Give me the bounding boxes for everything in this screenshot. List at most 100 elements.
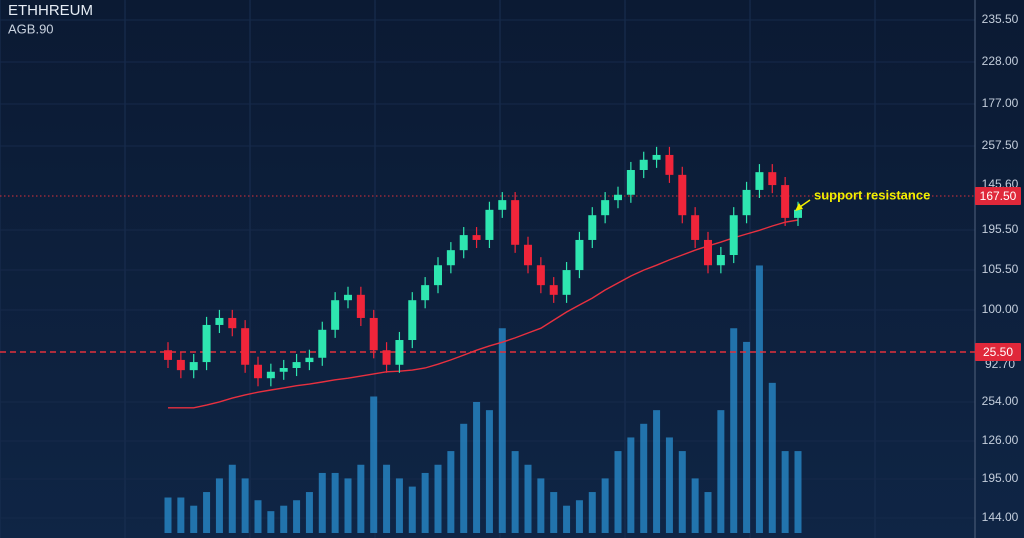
candle-body: [575, 239, 584, 271]
volume-bar: [768, 382, 776, 533]
candle-body: [344, 294, 352, 301]
volume-bar: [293, 500, 301, 533]
volume-bar: [447, 451, 455, 533]
y-tick-label: 235.50: [982, 12, 1019, 26]
chart-subtitle: AGB.90: [8, 21, 54, 36]
candle-body: [601, 200, 610, 216]
y-tick-label: 254.00: [982, 394, 1019, 408]
volume-bar: [498, 328, 506, 533]
candle-body: [639, 159, 648, 171]
candle-body: [202, 324, 211, 363]
candle-body: [434, 265, 442, 286]
volume-bar: [370, 396, 378, 533]
candle-body: [729, 215, 738, 256]
candle-body: [305, 357, 314, 363]
candle-body: [511, 200, 520, 245]
candle-body: [716, 255, 725, 266]
moving-average: [168, 219, 799, 409]
y-tick-label: 257.50: [982, 138, 1019, 152]
candle-body: [254, 364, 262, 379]
volume-bar: [691, 478, 699, 533]
volume-bar: [730, 328, 738, 533]
candle-body: [626, 170, 635, 195]
volume-bar: [164, 497, 172, 533]
y-tick-label: 100.00: [982, 302, 1019, 316]
candle-body: [241, 328, 250, 365]
volume-bar: [485, 410, 493, 533]
candle-body: [331, 300, 340, 330]
annotation: support resistance: [814, 187, 930, 202]
volume-bar: [434, 464, 442, 533]
volume-bar: [395, 478, 403, 533]
candle-body: [485, 209, 494, 240]
candle-body: [279, 367, 288, 372]
volume-bar: [305, 492, 313, 533]
volume-bar: [524, 464, 532, 533]
candle-body: [536, 265, 545, 286]
volume-bar: [575, 500, 583, 533]
candle-body: [408, 300, 417, 341]
candle-body: [755, 172, 764, 190]
candle-body: [189, 362, 198, 371]
y-tick-label: 126.00: [982, 433, 1019, 447]
candle-body: [318, 329, 327, 358]
candle-body: [742, 189, 751, 216]
candle-body: [768, 172, 777, 186]
candle-body: [588, 215, 597, 240]
candle-body: [691, 215, 700, 240]
candle-body: [266, 371, 275, 379]
volume-bar: [254, 500, 262, 533]
volume-bar: [473, 401, 481, 533]
volume-bar: [280, 505, 288, 533]
candle-body: [549, 285, 558, 295]
candle-body: [704, 239, 712, 266]
candle-body: [176, 359, 185, 371]
candle-body: [446, 250, 455, 266]
candle-body: [498, 200, 507, 210]
candle-body: [472, 235, 481, 240]
volume-bar: [743, 341, 751, 533]
volume-bar: [627, 437, 635, 533]
price-tag: [975, 343, 1021, 361]
candle-body: [678, 174, 687, 216]
candle-body: [421, 285, 430, 301]
y-tick-label: 144.00: [982, 510, 1019, 524]
candle-body: [562, 270, 571, 295]
y-tick-label: 195.50: [982, 222, 1019, 236]
volume-bar: [653, 410, 661, 533]
volume-bar: [241, 478, 249, 533]
grid: [0, 0, 975, 538]
volume-bar: [665, 437, 673, 533]
volume-bar: [421, 472, 429, 533]
volume-bar: [588, 492, 596, 533]
volume-bar: [678, 451, 686, 533]
volume-bar: [408, 486, 416, 533]
volume-bar: [344, 478, 352, 533]
candle-body: [356, 294, 365, 318]
candle-body: [614, 194, 622, 201]
candle-body: [794, 209, 802, 218]
volume-bar: [267, 511, 275, 533]
volume-bar: [383, 464, 391, 533]
volume-bar: [537, 478, 545, 533]
y-tick-label: 195.00: [982, 471, 1019, 485]
volume-bar: [228, 464, 236, 533]
volume-bar: [717, 410, 725, 533]
candle-body: [215, 317, 224, 325]
volume-bar: [177, 497, 185, 533]
candle-body: [228, 317, 237, 329]
volume-bar: [781, 451, 789, 533]
volume-bar: [357, 464, 365, 533]
y-tick-label: 177.00: [982, 96, 1019, 110]
annotation-arrowhead: [795, 203, 803, 211]
candle-body: [665, 154, 674, 175]
price-tag-label: 167.50: [980, 189, 1017, 203]
candle-body: [459, 235, 468, 251]
volume-bar: [331, 472, 339, 533]
volume-bar: [318, 472, 326, 533]
volume-bar: [203, 492, 211, 533]
price-tag: [975, 187, 1021, 205]
volume-bar: [755, 265, 763, 533]
